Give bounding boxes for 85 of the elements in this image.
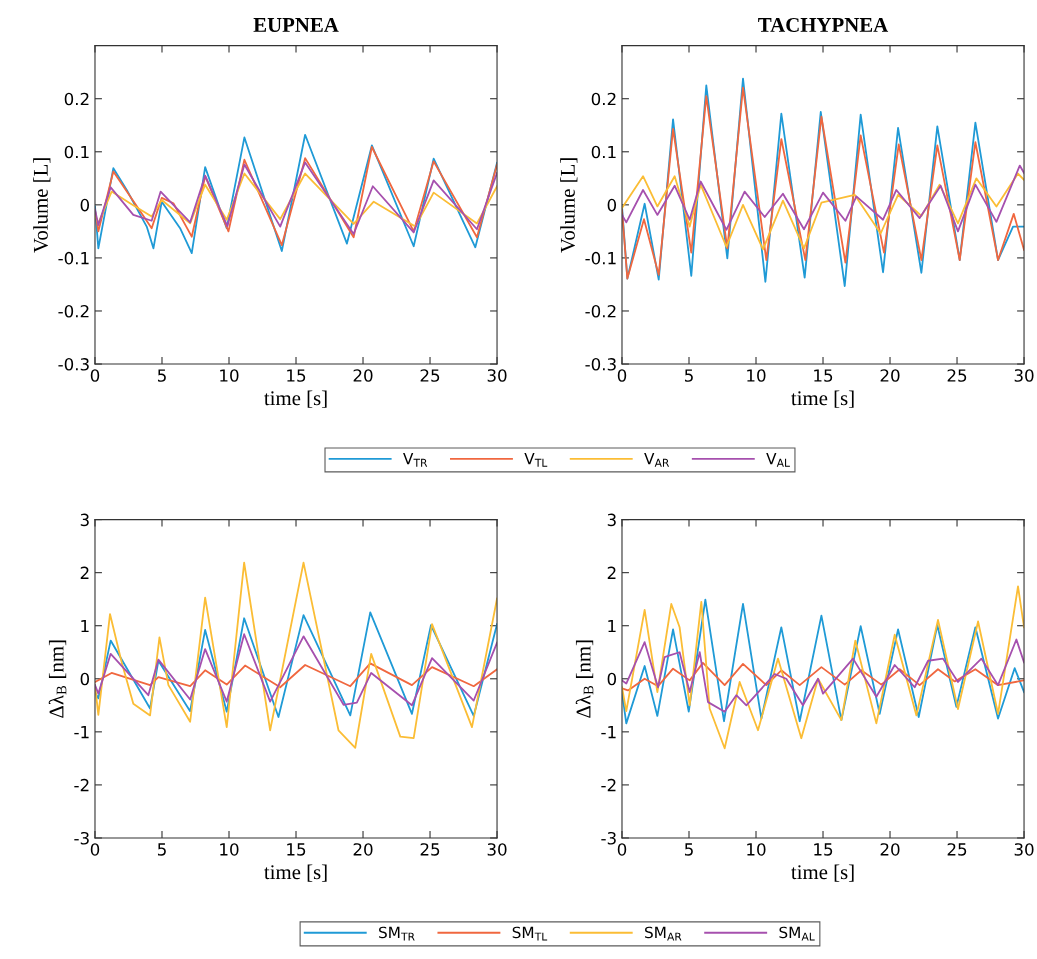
y-tick-label: 0 <box>80 672 90 686</box>
x-axis-title: time [s] <box>264 390 327 408</box>
line-series <box>94 633 498 707</box>
y-tick-label: -0.2 <box>585 304 616 318</box>
y-tick-label: -2 <box>74 778 89 792</box>
x-tick-label: 20 <box>353 843 373 856</box>
y-tick-label: 0.1 <box>64 145 89 159</box>
x-tick-label: 5 <box>157 369 166 382</box>
x-tick-label: 0 <box>90 843 100 856</box>
line-series <box>621 172 1025 251</box>
legend-label: SM$_{AL}$ <box>779 926 815 941</box>
line-series <box>94 611 498 718</box>
line-series <box>94 662 498 689</box>
y-tick-label: -0.3 <box>58 358 89 371</box>
y-tick-label: 2 <box>80 566 89 579</box>
line-series <box>621 638 1025 713</box>
line-series <box>94 561 498 749</box>
line-series <box>621 661 1025 692</box>
y-tick-label: 0.2 <box>64 92 89 106</box>
x-tick-label: 15 <box>287 843 306 856</box>
y-tick-label: 3 <box>80 513 89 527</box>
x-tick-label: 20 <box>353 369 373 382</box>
x-tick-label: 15 <box>814 369 833 382</box>
x-tick-label: 25 <box>420 369 440 382</box>
chart-title: TACHYPNEA <box>758 17 889 32</box>
legend-label: V$_{AL}$ <box>766 453 790 467</box>
x-tick-label: 25 <box>947 843 967 856</box>
y-tick-label: -3 <box>601 831 616 845</box>
x-tick-label: 30 <box>1014 369 1034 382</box>
x-tick-label: 0 <box>617 843 627 856</box>
chart-title: EUPNEA <box>253 18 339 32</box>
x-tick-label: 5 <box>684 369 693 382</box>
x-tick-label: 10 <box>220 843 239 856</box>
y-tick-label: 0 <box>80 198 90 212</box>
x-axis-title: time [s] <box>791 390 854 408</box>
line-series <box>94 146 498 247</box>
legend-label: V$_{TR}$ <box>403 453 428 467</box>
x-tick-label: 0 <box>617 369 627 382</box>
y-tick-label: 2 <box>607 566 616 579</box>
x-tick-label: 20 <box>880 369 900 382</box>
x-tick-label: 30 <box>487 369 507 382</box>
legend-label: V$_{AR}$ <box>644 453 670 467</box>
x-tick-label: 20 <box>880 843 900 856</box>
y-tick-label: 1 <box>608 619 616 633</box>
y-axis-title: Volume [L] <box>560 158 578 253</box>
legend-label: SM$_{TR}$ <box>379 926 415 941</box>
legend-label: SM$_{TL}$ <box>512 926 548 941</box>
x-tick-label: 5 <box>684 843 693 856</box>
y-axis-title: Δλ$_{B}$ [nm] <box>575 640 594 718</box>
y-axis-title: Δλ$_{B}$ [nm] <box>48 640 67 718</box>
y-tick-label: -0.2 <box>58 304 89 318</box>
y-tick-label: 1 <box>81 619 89 633</box>
y-tick-label: 3 <box>607 513 616 527</box>
y-tick-label: -3 <box>74 831 89 845</box>
line-series <box>621 598 1025 725</box>
y-tick-label: -2 <box>601 778 616 792</box>
line-series <box>621 585 1025 750</box>
legend-label: SM$_{AR}$ <box>645 926 682 941</box>
line-series <box>621 164 1025 233</box>
y-tick-label: -1 <box>74 726 89 739</box>
x-tick-label: 10 <box>747 369 766 382</box>
x-axis-title: time [s] <box>264 864 327 882</box>
x-tick-label: 5 <box>157 843 166 856</box>
line-series <box>94 133 498 255</box>
x-tick-label: 30 <box>1014 843 1034 856</box>
x-tick-label: 30 <box>487 843 507 856</box>
line-series <box>94 161 498 235</box>
x-tick-label: 25 <box>420 843 440 856</box>
x-axis-title: time [s] <box>791 864 854 882</box>
y-tick-label: 0 <box>607 198 617 212</box>
x-tick-label: 15 <box>814 843 833 856</box>
y-tick-label: 0 <box>607 672 617 686</box>
x-tick-label: 25 <box>947 369 967 382</box>
y-axis-title: Volume [L] <box>33 158 51 253</box>
x-tick-label: 15 <box>287 369 306 382</box>
y-tick-label: 0.2 <box>591 92 616 106</box>
x-tick-label: 0 <box>90 369 100 382</box>
x-tick-label: 10 <box>747 843 766 856</box>
y-tick-label: -0.1 <box>58 251 89 265</box>
legend-label: V$_{TL}$ <box>524 453 548 467</box>
y-tick-label: -1 <box>601 726 616 739</box>
y-tick-label: 0.1 <box>591 145 616 159</box>
y-tick-label: -0.3 <box>585 358 616 371</box>
x-tick-label: 10 <box>220 369 239 382</box>
y-tick-label: -0.1 <box>585 251 616 265</box>
